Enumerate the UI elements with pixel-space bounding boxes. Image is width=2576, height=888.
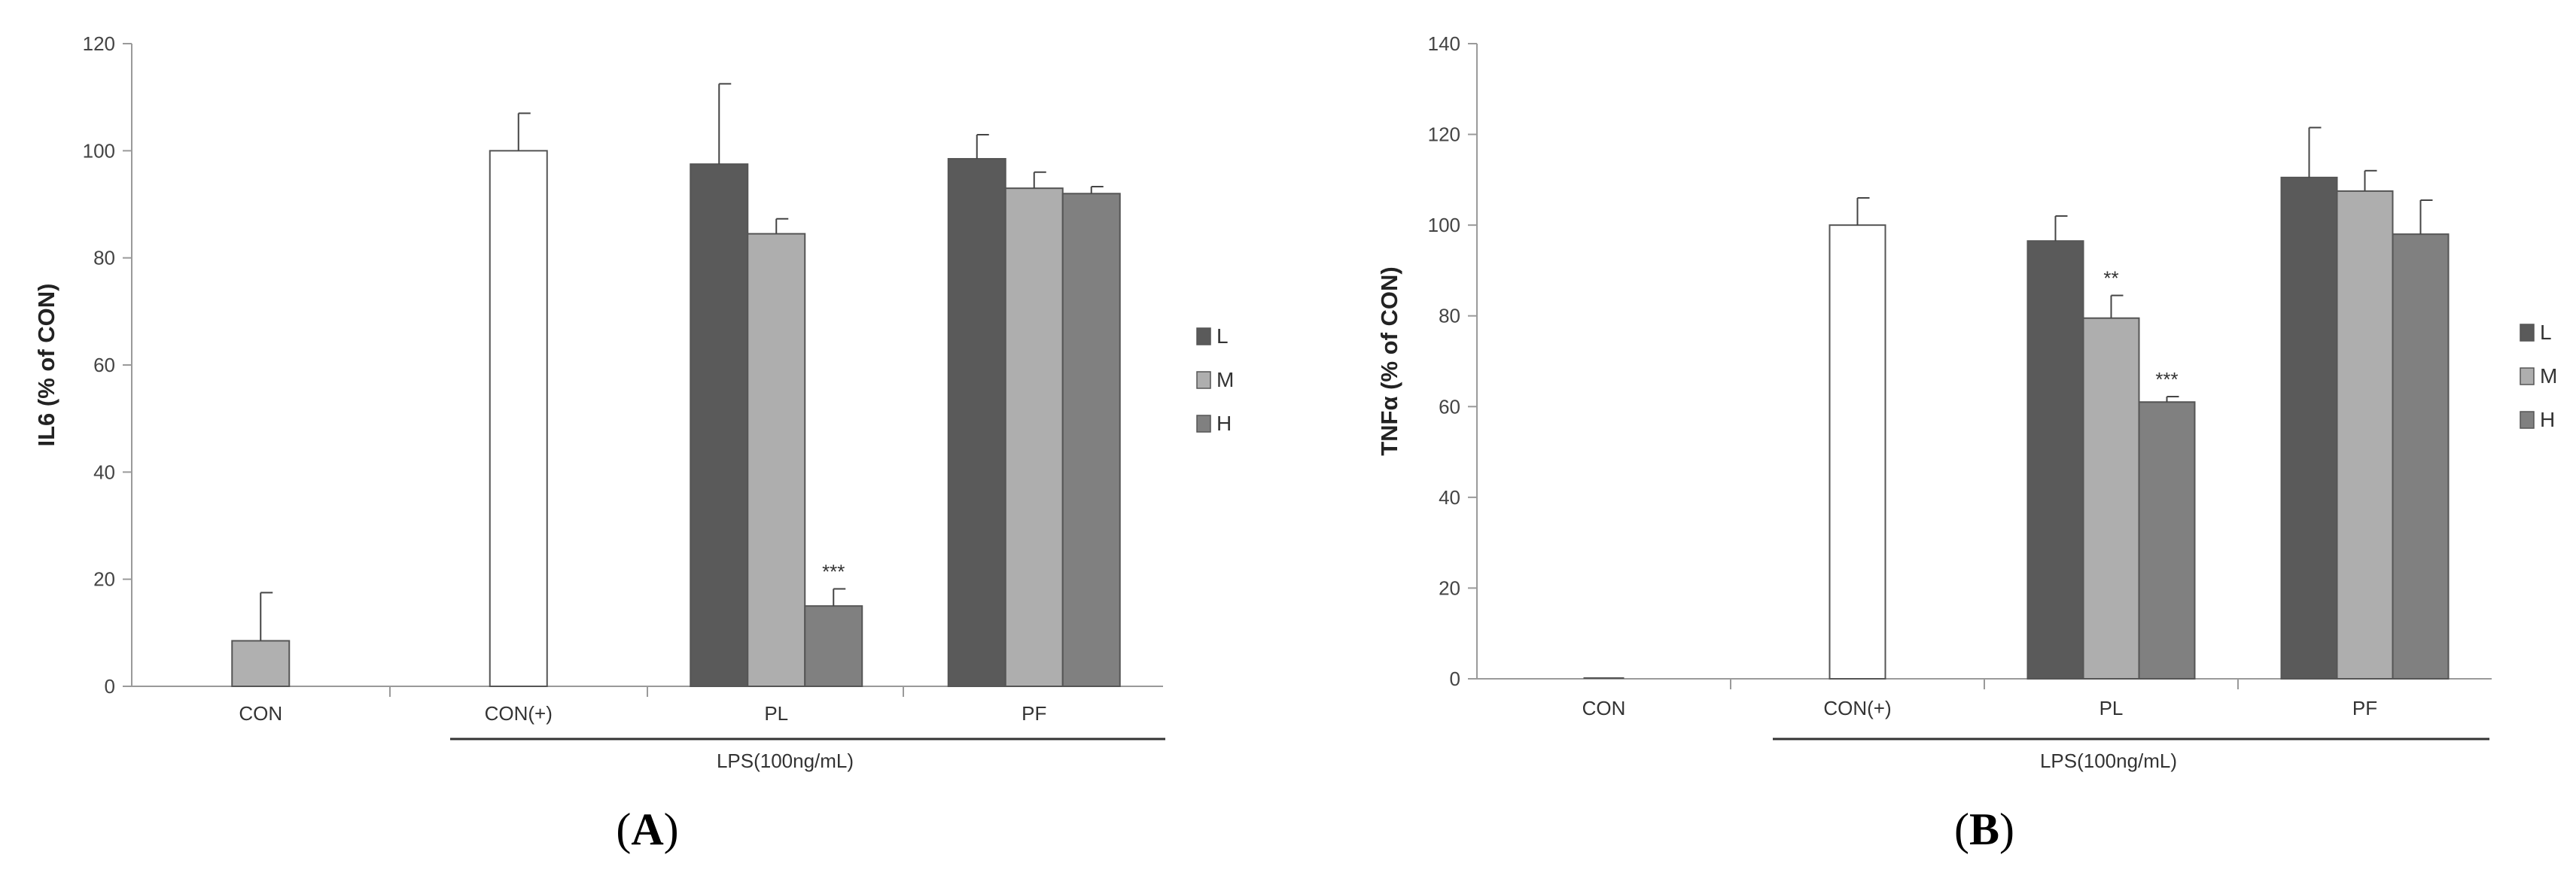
y-tick-label: 100 bbox=[83, 139, 115, 162]
bar-pf-h bbox=[1061, 193, 1121, 687]
x-category-label: CON(+) bbox=[1823, 697, 1891, 719]
significance-marker: *** bbox=[822, 560, 845, 582]
y-tick-label: 20 bbox=[1439, 576, 1460, 599]
y-tick-label: 60 bbox=[93, 354, 115, 376]
bar-pf-h bbox=[2392, 233, 2450, 680]
y-tick-label: 120 bbox=[83, 32, 115, 55]
y-tick-label: 40 bbox=[1439, 486, 1460, 509]
bar-pf-l bbox=[2280, 176, 2338, 680]
y-axis-title: TNFα (% of CON) bbox=[1376, 266, 1402, 456]
y-tick-label: 20 bbox=[93, 568, 115, 591]
legend-swatch-l bbox=[1196, 327, 1211, 345]
bar-pl-m bbox=[747, 233, 806, 687]
significance-marker: ** bbox=[2103, 267, 2118, 290]
group-label: LPS(100ng/mL) bbox=[2040, 750, 2177, 772]
legend-label-h: H bbox=[2540, 408, 2555, 431]
bar-pf-m bbox=[2336, 190, 2394, 680]
legend-swatch-m bbox=[2520, 367, 2535, 385]
y-tick-label: 120 bbox=[1428, 123, 1460, 146]
x-category-label: PF bbox=[1022, 702, 1046, 725]
y-tick-label: 100 bbox=[1428, 214, 1460, 236]
bar-pl-h bbox=[2138, 401, 2196, 680]
bar-pl-h bbox=[804, 605, 863, 687]
x-category-label: CON bbox=[239, 702, 282, 725]
legend-swatch-l bbox=[2520, 324, 2535, 342]
y-axis-title: IL6 (% of CON) bbox=[33, 284, 59, 447]
y-tick-label: 0 bbox=[1450, 668, 1460, 690]
legend-label-l: L bbox=[1216, 324, 1229, 348]
bar-pl-m bbox=[2082, 317, 2140, 680]
y-tick-label: 60 bbox=[1439, 395, 1460, 418]
bar-pf-m bbox=[1004, 187, 1064, 687]
panel-label: (B) bbox=[1954, 804, 2014, 854]
legend-swatch-m bbox=[1196, 371, 1211, 389]
panel-label: (A) bbox=[616, 804, 678, 854]
legend-label-m: M bbox=[1216, 368, 1234, 391]
legend-swatch-h bbox=[1196, 415, 1211, 433]
x-category-label: PF bbox=[2352, 697, 2377, 719]
y-tick-label: 0 bbox=[105, 675, 115, 698]
legend-label-h: H bbox=[1216, 412, 1232, 435]
significance-marker: *** bbox=[2155, 368, 2178, 391]
legend-swatch-h bbox=[2520, 411, 2535, 429]
y-tick-label: 140 bbox=[1428, 32, 1460, 55]
bar-con bbox=[489, 150, 548, 688]
bar-pf-l bbox=[947, 158, 1006, 687]
x-category-label: CON bbox=[1582, 697, 1626, 719]
y-tick-label: 80 bbox=[93, 247, 115, 269]
x-category-label: PL bbox=[2099, 697, 2124, 719]
group-label: LPS(100ng/mL) bbox=[717, 750, 854, 772]
panel-a: 0 20 40 60 80 100 120 CON CON(+) PL PF *** LPS(100ng… bbox=[33, 32, 1234, 854]
x-category-label: CON(+) bbox=[485, 702, 553, 725]
x-category-label: PL bbox=[764, 702, 788, 725]
bar-con bbox=[231, 640, 291, 688]
legend-label-l: L bbox=[2540, 321, 2552, 344]
legend-label-m: M bbox=[2540, 364, 2557, 388]
bar-con bbox=[1828, 224, 1886, 680]
y-tick-label: 80 bbox=[1439, 305, 1460, 327]
bar-pl-l bbox=[690, 163, 749, 687]
bar-pl-l bbox=[2026, 240, 2084, 680]
y-tick-label: 40 bbox=[93, 461, 115, 483]
